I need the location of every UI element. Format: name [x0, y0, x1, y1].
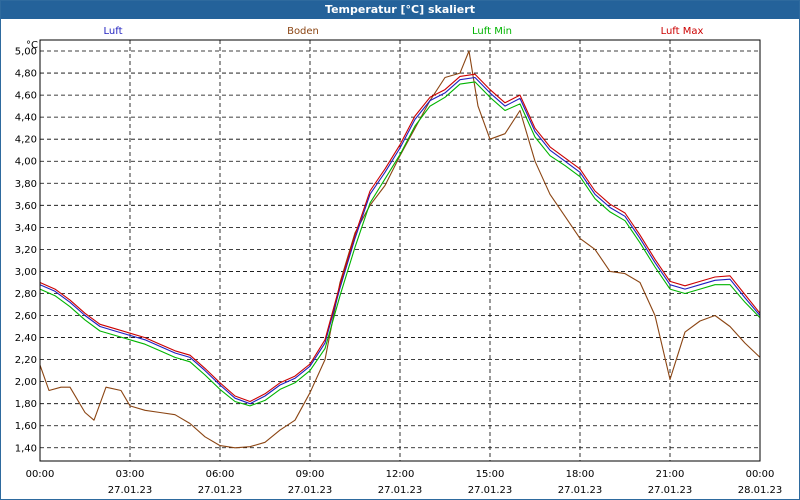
- legend-item-luft-min: Luft Min: [472, 26, 512, 37]
- y-tick-label: 3,00: [15, 267, 37, 278]
- y-tick-label: 5,00: [15, 47, 37, 58]
- x-tick-date: 27.01.23: [198, 485, 243, 496]
- y-tick-label: 2,40: [15, 333, 37, 344]
- y-tick-label: 3,80: [15, 179, 37, 190]
- y-tick-label: 3,20: [15, 245, 37, 256]
- legend-item-luft: Luft: [104, 26, 123, 37]
- y-tick-label: 4,60: [15, 91, 37, 102]
- x-tick-date: 27.01.23: [288, 485, 333, 496]
- legend-item-boden: Boden: [287, 26, 319, 37]
- series-lines: [39, 50, 761, 449]
- series-line-luft-min: [39, 81, 761, 407]
- y-axis-label: °C: [26, 40, 38, 51]
- y-tick-label: 1,40: [15, 443, 37, 454]
- grid-lines: [40, 40, 760, 461]
- y-axis-ticks: 5,00 4,80 4,60 4,40 4,20 4,00 3,80 3,60 3,40 3,20…: [15, 47, 37, 455]
- y-tick-label: 4,80: [15, 69, 37, 80]
- window-title: Temperatur [°C] skaliert: [1, 1, 799, 19]
- x-tick-time: 00:00: [26, 469, 55, 480]
- x-tick-time: 15:00: [476, 469, 505, 480]
- x-tick-time: 03:00: [116, 469, 145, 480]
- y-tick-label: 2,00: [15, 377, 37, 388]
- x-tick-date: 27.01.23: [648, 485, 693, 496]
- x-axis-ticks: 00:00 03:00 27.01.23 06:00 27.01.23 09:00 27.0…: [26, 469, 783, 496]
- x-tick-time: 00:00: [746, 469, 775, 480]
- x-tick-date: 27.01.23: [378, 485, 423, 496]
- x-tick-date: 28.01.23: [738, 485, 783, 496]
- x-tick-date: 27.01.23: [468, 485, 513, 496]
- series-line-boden: [39, 50, 761, 449]
- x-tick-time: 12:00: [386, 469, 415, 480]
- x-tick-date: 27.01.23: [108, 485, 153, 496]
- legend: Luft Boden Luft Min Luft Max: [104, 26, 704, 37]
- x-tick-time: 09:00: [296, 469, 325, 480]
- y-tick-label: 1,60: [15, 421, 37, 432]
- y-tick-label: 4,20: [15, 135, 37, 146]
- y-tick-label: 1,80: [15, 399, 37, 410]
- y-tick-label: 3,60: [15, 201, 37, 212]
- x-tick-time: 21:00: [656, 469, 685, 480]
- x-tick-time: 18:00: [566, 469, 595, 480]
- y-tick-label: 4,40: [15, 113, 37, 124]
- x-tick-date: 27.01.23: [558, 485, 603, 496]
- y-tick-label: 2,80: [15, 289, 37, 300]
- plot-frame: [39, 39, 761, 462]
- y-tick-label: 3,40: [15, 223, 37, 234]
- series-line-luft-max: [39, 73, 761, 403]
- y-tick-label: 2,60: [15, 311, 37, 322]
- y-tick-label: 4,00: [15, 157, 37, 168]
- x-tick-time: 06:00: [206, 469, 235, 480]
- legend-item-luft-max: Luft Max: [661, 26, 704, 37]
- y-tick-label: 2,20: [15, 355, 37, 366]
- series-line-luft: [39, 76, 761, 405]
